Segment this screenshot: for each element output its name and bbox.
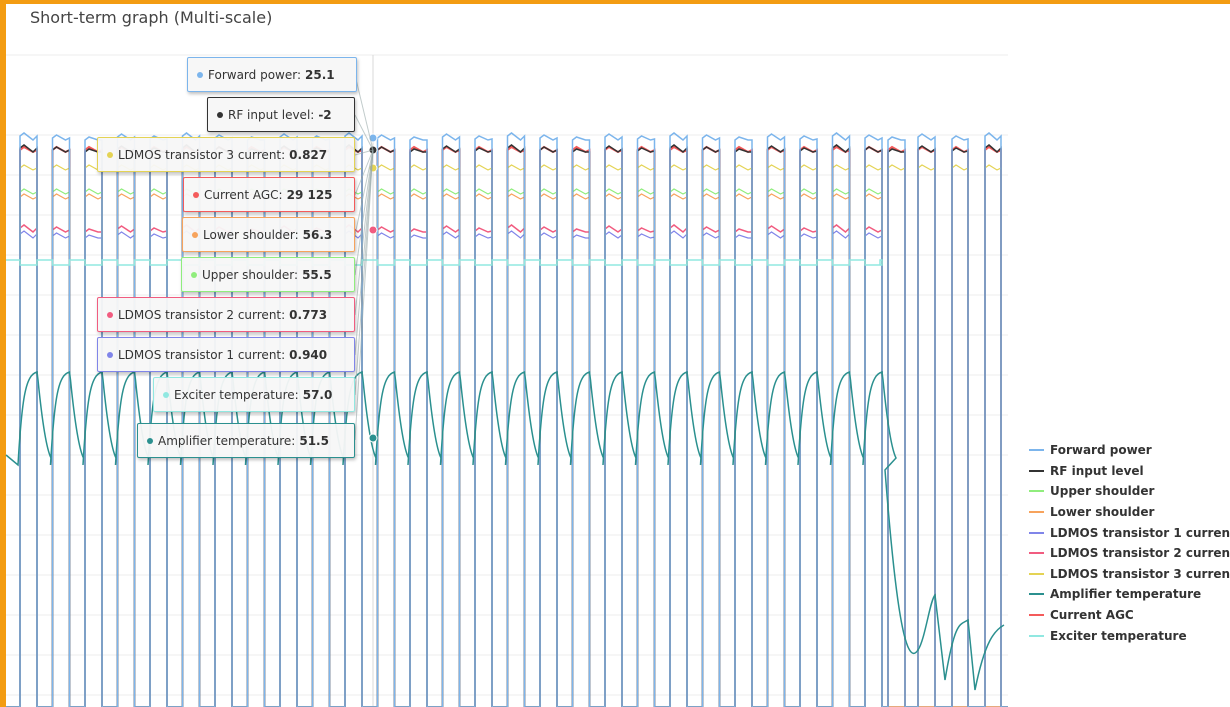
tooltip-forward-power: Forward power: 25.1 xyxy=(187,57,357,92)
tooltip-value: 0.940 xyxy=(289,347,328,362)
series-line-lower-shoulder xyxy=(6,193,1008,707)
legend-item-ldmos1[interactable]: LDMOS transistor 1 current xyxy=(1029,522,1230,543)
legend-item-forward-power[interactable]: Forward power xyxy=(1029,440,1230,461)
tooltip-connector xyxy=(354,114,374,151)
legend-label: RF input level xyxy=(1050,463,1144,478)
series-dot-icon xyxy=(107,351,113,358)
legend-label: Upper shoulder xyxy=(1050,484,1155,499)
legend-label: Lower shoulder xyxy=(1050,505,1155,520)
tooltip-ldmos3: LDMOS transistor 3 current: 0.827 xyxy=(97,137,355,172)
tooltip-connector xyxy=(354,149,374,441)
tooltip-connector xyxy=(354,149,374,156)
legend-item-upper-shoulder[interactable]: Upper shoulder xyxy=(1029,481,1230,502)
series-dot-icon xyxy=(147,437,153,444)
legend-label: LDMOS transistor 3 current xyxy=(1050,566,1230,581)
legend-item-amplifier-temperature[interactable]: Amplifier temperature xyxy=(1029,584,1230,605)
tooltip-value: 56.3 xyxy=(302,227,333,242)
tooltip-label: LDMOS transistor 1 current: xyxy=(118,347,286,362)
tooltip-current-agc: Current AGC: 29 125 xyxy=(183,177,355,212)
series-dot-icon xyxy=(191,271,197,278)
tooltip-value: 51.5 xyxy=(299,433,329,448)
series-line-forward-power xyxy=(6,132,1008,707)
series-dot-icon xyxy=(217,111,223,118)
tooltip-label: RF input level: xyxy=(228,107,315,122)
tooltip-value: 0.773 xyxy=(289,307,328,322)
legend-item-lower-shoulder[interactable]: Lower shoulder xyxy=(1029,502,1230,523)
series-line-amplifier-temperature xyxy=(5,371,1005,691)
legend-label: Current AGC xyxy=(1050,608,1134,623)
tooltip-ldmos1: LDMOS transistor 1 current: 0.940 xyxy=(97,337,355,372)
series-dot-icon xyxy=(107,151,113,158)
tooltip-connector xyxy=(354,74,374,151)
tooltip-value: -2 xyxy=(318,107,332,122)
legend-item-ldmos3[interactable]: LDMOS transistor 3 current xyxy=(1029,564,1230,585)
legend-label: Forward power xyxy=(1050,443,1152,458)
tooltip-value: 55.5 xyxy=(302,267,332,282)
legend-label: Amplifier temperature xyxy=(1050,587,1202,602)
tooltip-amplifier-temperature: Amplifier temperature: 51.5 xyxy=(137,423,355,458)
tooltip-connector xyxy=(354,149,374,276)
series-line-ldmos1 xyxy=(6,230,1008,707)
tooltip-label: LDMOS transistor 2 current: xyxy=(118,307,286,322)
legend-item-rf-input-level[interactable]: RF input level xyxy=(1029,461,1230,482)
hover-marker xyxy=(368,225,378,235)
tooltip-connector xyxy=(354,149,374,316)
series-line-exciter-temperature xyxy=(6,259,883,266)
legend-item-current-agc[interactable]: Current AGC xyxy=(1029,605,1230,626)
tooltip-label: Upper shoulder: xyxy=(202,267,299,282)
tooltip-ldmos2: LDMOS transistor 2 current: 0.773 xyxy=(97,297,355,332)
series-dot-icon xyxy=(193,191,199,198)
series-dot-icon xyxy=(197,71,203,78)
tooltip-lower-shoulder: Lower shoulder: 56.3 xyxy=(182,217,355,252)
chart-title: Short-term graph (Multi-scale) xyxy=(30,8,273,27)
tooltip-connector xyxy=(354,149,374,196)
legend-label: LDMOS transistor 1 current xyxy=(1050,525,1230,540)
tooltip-value: 25.1 xyxy=(305,67,335,82)
legend-label: Exciter temperature xyxy=(1050,628,1187,643)
tooltip-connector xyxy=(354,149,374,236)
tooltip-label: Amplifier temperature: xyxy=(158,433,296,448)
tooltip-label: LDMOS transistor 3 current: xyxy=(118,147,286,162)
tooltip-value: 29 125 xyxy=(286,187,333,202)
series-line-upper-shoulder xyxy=(6,188,1008,707)
tooltip-label: Exciter temperature: xyxy=(174,387,299,402)
series-dot-icon xyxy=(192,231,198,238)
tooltip-rf-input-level: RF input level: -2 xyxy=(207,97,355,132)
tooltip-value: 0.827 xyxy=(289,147,328,162)
tooltip-exciter-temperature: Exciter temperature: 57.0 xyxy=(153,377,355,412)
legend-label: LDMOS transistor 2 current xyxy=(1050,546,1230,561)
tooltip-value: 57.0 xyxy=(302,387,333,402)
tooltip-label: Lower shoulder: xyxy=(203,227,299,242)
legend-item-exciter-temperature[interactable]: Exciter temperature xyxy=(1029,625,1230,646)
chart-legend: Forward power RF input level Upper shoul… xyxy=(1029,440,1230,646)
tooltip-label: Forward power: xyxy=(208,67,301,82)
series-dot-icon xyxy=(107,311,113,318)
tooltip-label: Current AGC: xyxy=(204,187,283,202)
legend-item-ldmos2[interactable]: LDMOS transistor 2 current xyxy=(1029,543,1230,564)
hover-marker xyxy=(368,433,378,443)
series-dot-icon xyxy=(163,391,169,398)
series-line-ldmos2 xyxy=(6,224,1008,707)
tooltip-upper-shoulder: Upper shoulder: 55.5 xyxy=(181,257,355,292)
